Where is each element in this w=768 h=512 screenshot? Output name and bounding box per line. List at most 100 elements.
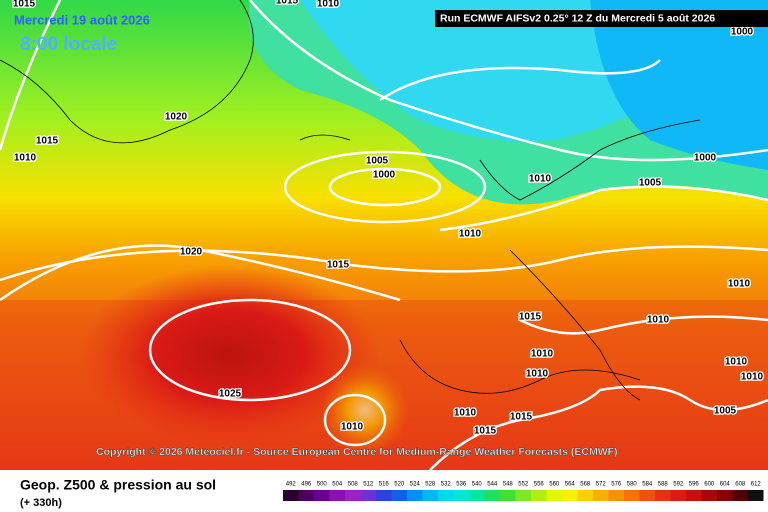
legend-label: 532: [441, 482, 452, 488]
cut-off-low: [320, 365, 410, 455]
legend-label: 500: [317, 482, 328, 488]
legend-swatch: [717, 490, 733, 501]
legend-swatch: [577, 490, 593, 501]
isobar-label: 1005: [366, 156, 389, 167]
legend-swatch: [314, 490, 330, 501]
legend-label: 540: [472, 482, 483, 488]
isobar-label: 1015: [474, 426, 497, 437]
run-info: Run ECMWF AIFSv2 0.25° 12 Z du Mercredi …: [440, 12, 715, 24]
legend-label: 596: [689, 482, 700, 488]
legend-swatch: [593, 490, 609, 501]
legend-label: 504: [332, 482, 343, 488]
isobar-label: 1010: [728, 279, 751, 290]
legend-label: 588: [658, 482, 669, 488]
legend-swatch: [438, 490, 454, 501]
legend-swatch: [748, 490, 764, 501]
legend-label: 552: [518, 482, 529, 488]
legend-swatch: [515, 490, 531, 501]
isobar-label: 1010: [741, 372, 764, 383]
legend-swatch: [329, 490, 345, 501]
legend-label: 612: [751, 482, 762, 488]
color-legend: 492 496 500 504 508 512 516 520 524 528 532 536 540 5…: [283, 482, 764, 501]
isobar-label: 1010: [529, 174, 552, 185]
copyright: Copyright © 2026 Meteociel.fr - Source E…: [96, 446, 618, 458]
legend-swatch: [407, 490, 423, 501]
field-red: [0, 300, 768, 470]
legend-swatch: [608, 490, 624, 501]
legend-label: 516: [379, 482, 390, 488]
legend-swatch: [422, 490, 438, 501]
isobar-label: 1010: [341, 422, 364, 433]
legend-label: 524: [410, 482, 421, 488]
isobar-label: 1010: [725, 357, 748, 368]
isobar-label: 1010: [14, 153, 37, 164]
legend-swatch: [469, 490, 485, 501]
legend-label: 568: [580, 482, 591, 488]
legend-label: 556: [534, 482, 545, 488]
legend-swatch: [376, 490, 392, 501]
isobar-label: 1000: [731, 27, 754, 38]
legend-swatch: [670, 490, 686, 501]
forecast-date: Mercredi 19 août 2026: [14, 12, 150, 27]
isobar-label: 1000: [373, 170, 396, 181]
isobar-label: 1010: [459, 229, 482, 240]
legend-swatch: [484, 490, 500, 501]
legend-swatch: [298, 490, 314, 501]
field-blue: [590, 0, 768, 170]
legend-swatch: [531, 490, 547, 501]
legend-swatch: [391, 490, 407, 501]
footer-title: Geop. Z500 & pression au sol: [20, 477, 216, 493]
isobar-label: 1010: [317, 0, 340, 10]
isobar-label: 1015: [510, 412, 533, 423]
legend-label: 604: [720, 482, 731, 488]
legend-label: 600: [704, 482, 715, 488]
isobar-label: 1000: [694, 153, 717, 164]
legend-swatch: [360, 490, 376, 501]
legend-label: 580: [627, 482, 638, 488]
legend-label: 528: [425, 482, 436, 488]
legend-label: 536: [456, 482, 467, 488]
isobar-lines: [323, 315, 768, 447]
legend-label: 508: [348, 482, 359, 488]
legend-swatch: [655, 490, 671, 501]
isobar-label: 1025: [219, 389, 242, 400]
legend-swatch: [686, 490, 702, 501]
lead-time: (+ 330h): [20, 497, 62, 509]
isobar-label: 1010: [531, 349, 554, 360]
legend-swatch: [345, 490, 361, 501]
legend-label: 592: [673, 482, 684, 488]
legend-swatch: [546, 490, 562, 501]
isobar-label: 1010: [454, 408, 477, 419]
high-pressure: [80, 265, 380, 445]
coastlines: [0, 0, 701, 401]
legend-label: 496: [301, 482, 312, 488]
legend-swatch: [624, 490, 640, 501]
isobar-label: 1020: [180, 247, 203, 258]
legend-label: 584: [642, 482, 653, 488]
legend-label: 564: [565, 482, 576, 488]
isobar-label: 1010: [647, 315, 670, 326]
forecast-time: 8:00 locale: [20, 34, 117, 55]
isobar-label: 1020: [165, 112, 188, 123]
isobar-label: 1015: [36, 136, 59, 147]
isobar-label: 1015: [13, 0, 36, 10]
legend-swatch: [453, 490, 469, 501]
legend-swatch: [639, 490, 655, 501]
legend-label: 576: [611, 482, 622, 488]
legend-label: 520: [394, 482, 405, 488]
isobar-label: 1015: [519, 312, 542, 323]
legend-label: 560: [549, 482, 560, 488]
legend-label: 548: [503, 482, 514, 488]
legend-label: 512: [363, 482, 374, 488]
legend-swatch: [283, 490, 299, 501]
legend-swatch: [732, 490, 748, 501]
isobar-label: 1005: [639, 178, 662, 189]
isobar-label: 1010: [526, 369, 549, 380]
isobar-labels: 1015 1010 1015 1000 1020 1015 1010 1005 1000 1010…: [12, 0, 765, 438]
legend-label: 492: [286, 482, 297, 488]
isobar-label: 1005: [714, 406, 737, 417]
legend-swatch: [500, 490, 516, 501]
legend-swatch: [701, 490, 717, 501]
